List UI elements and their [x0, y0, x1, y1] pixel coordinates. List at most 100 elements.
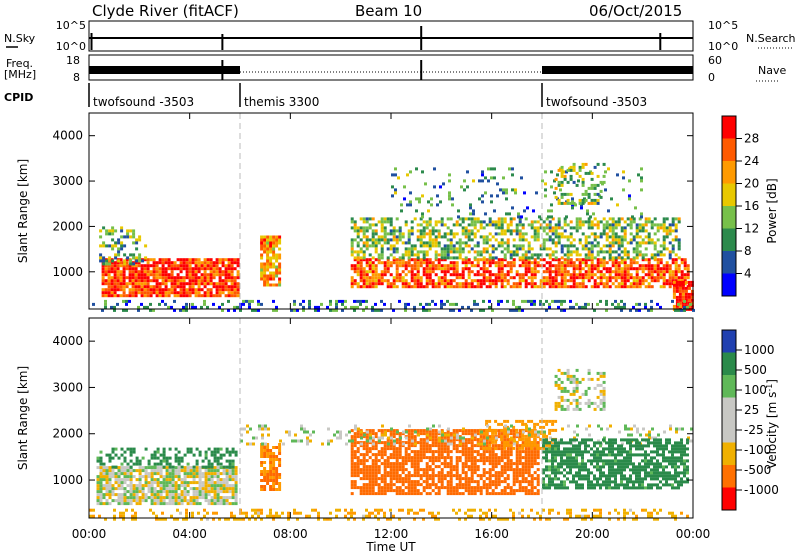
heatmap-cell: [146, 273, 150, 277]
heatmap-cell: [371, 459, 375, 463]
heatmap-cell: [263, 268, 267, 272]
heatmap-cell: [168, 499, 172, 503]
heatmap-cell: [269, 452, 273, 455]
heatmap-cell: [153, 469, 157, 473]
heatmap-cell: [590, 244, 594, 248]
heatmap-cell: [198, 496, 202, 500]
heatmap-cell: [428, 232, 432, 236]
heatmap-cell: [464, 241, 468, 245]
heatmap-cell: [389, 244, 393, 248]
heatmap-cell: [278, 262, 282, 266]
heatmap-cell: [581, 162, 585, 166]
heatmap-cell: [113, 273, 117, 277]
heatmap-cell: [626, 273, 630, 277]
heatmap-cell: [476, 444, 480, 448]
heatmap-cell: [602, 232, 606, 236]
heatmap-cell: [653, 217, 657, 221]
heatmap-cell: [584, 192, 588, 196]
heatmap-cell: [350, 456, 354, 460]
heatmap-cell: [551, 299, 554, 303]
heatmap-cell: [101, 273, 105, 277]
heatmap-cell: [458, 308, 461, 312]
heatmap-cell: [527, 247, 531, 251]
heatmap-cell: [228, 462, 232, 466]
heatmap-cell: [108, 484, 112, 488]
heatmap-cell: [266, 250, 270, 254]
heatmap-cell: [485, 431, 489, 435]
heatmap-cell: [150, 496, 154, 500]
heatmap-cell: [126, 469, 130, 473]
heatmap-cell: [398, 432, 402, 436]
heatmap-cell: [681, 301, 685, 305]
heatmap-cell: [539, 226, 543, 230]
heatmap-cell: [599, 270, 603, 274]
heatmap-cell: [362, 273, 366, 277]
heatmap-cell: [690, 295, 694, 299]
heatmap-cell: [527, 256, 531, 260]
heatmap-cell: [653, 279, 657, 283]
heatmap-cell: [383, 492, 387, 496]
heatmap-cell: [524, 434, 528, 438]
heatmap-cell: [446, 285, 450, 289]
heatmap-cell: [560, 226, 564, 230]
heatmap-cell: [353, 486, 357, 490]
heatmap-cell: [197, 276, 201, 280]
heatmap-cell: [690, 301, 694, 305]
heatmap-cell: [137, 276, 141, 280]
heatmap-cell: [503, 456, 507, 460]
heatmap-cell: [168, 465, 172, 469]
heatmap-cell: [434, 282, 438, 286]
heatmap-cell: [431, 299, 434, 303]
heatmap-cell: [389, 468, 393, 472]
heatmap-cell: [335, 299, 338, 303]
heatmap-cell: [101, 267, 105, 271]
heatmap-cell: [332, 308, 335, 312]
heatmap-cell: [506, 241, 510, 245]
heatmap-cell: [484, 191, 487, 195]
heatmap-cell: [551, 276, 555, 280]
heatmap-cell: [641, 238, 645, 242]
heatmap-cell: [114, 453, 118, 457]
heatmap-cell: [395, 270, 399, 274]
heatmap-cell: [105, 475, 109, 479]
heatmap-cell: [602, 273, 606, 277]
heatmap-cell: [234, 466, 238, 470]
heatmap-cell: [455, 474, 459, 478]
heatmap-cell: [356, 267, 360, 271]
heatmap-cell: [123, 481, 127, 485]
heatmap-cell: [362, 256, 366, 260]
heatmap-cell: [356, 465, 360, 469]
heatmap-cell: [440, 250, 444, 254]
heatmap-cell: [129, 259, 133, 263]
heatmap-cell: [542, 264, 546, 268]
heatmap-cell: [131, 270, 135, 274]
heatmap-cell: [635, 256, 639, 260]
heatmap-cell: [236, 305, 239, 309]
heatmap-cell: [446, 474, 450, 478]
heatmap-cell: [234, 450, 238, 454]
heatmap-cell: [386, 285, 390, 289]
heatmap-cell: [272, 461, 276, 464]
heatmap-cell: [383, 462, 387, 466]
heatmap-cell: [467, 223, 471, 227]
heatmap-cell: [626, 267, 630, 271]
heatmap-cell: [536, 226, 540, 230]
heatmap-cell: [177, 466, 181, 470]
heatmap-cell: [260, 452, 264, 455]
heatmap-cell: [233, 305, 236, 309]
heatmap-cell: [216, 447, 220, 451]
heatmap-cell: [404, 308, 407, 312]
heatmap-cell: [410, 489, 414, 493]
heatmap-cell: [503, 440, 507, 444]
heatmap-cell: [236, 273, 240, 277]
heatmap-cell: [144, 499, 148, 503]
heatmap-cell: [365, 285, 369, 289]
heatmap-cell: [467, 438, 471, 442]
heatmap-cell: [200, 267, 204, 271]
heatmap-cell: [99, 450, 103, 454]
heatmap-cell: [674, 253, 678, 257]
heatmap-cell: [434, 432, 438, 436]
heatmap-cell: [197, 294, 201, 298]
heatmap-cell: [111, 499, 115, 503]
heatmap-cell: [209, 276, 213, 280]
